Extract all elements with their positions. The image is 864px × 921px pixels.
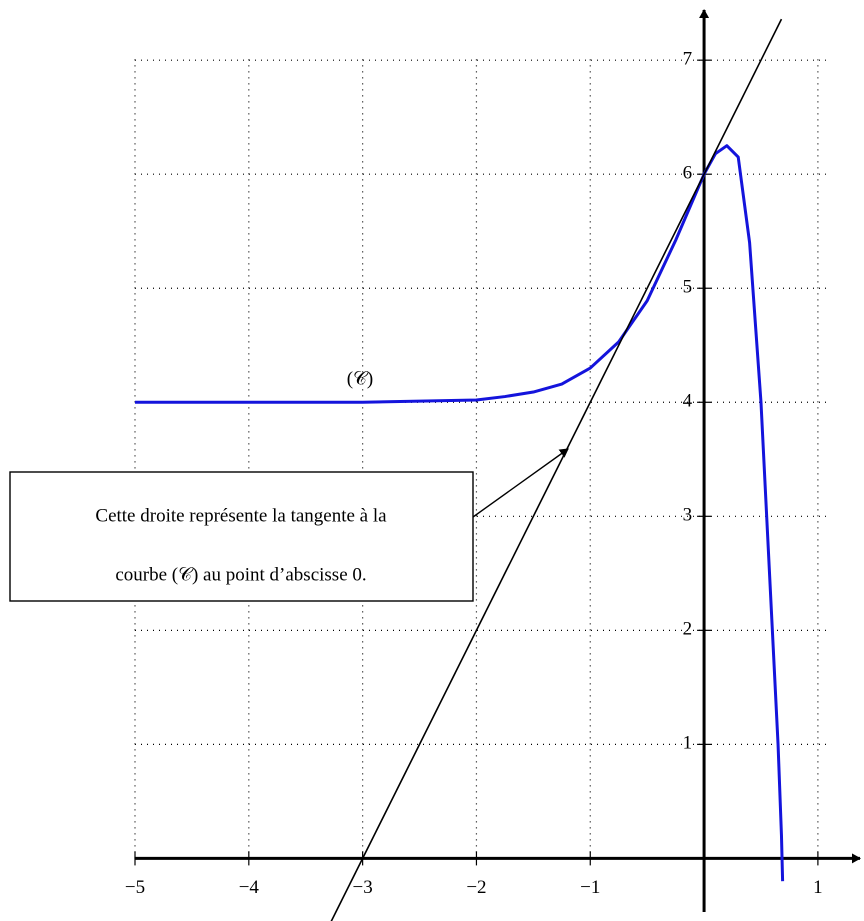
x-tick-label: −1 bbox=[580, 877, 600, 898]
curve bbox=[135, 144, 785, 882]
y-tick-label: 1 bbox=[683, 733, 693, 754]
annotation-arrow bbox=[472, 448, 569, 518]
x-tick-label: −2 bbox=[466, 877, 486, 898]
y-tick-label: 2 bbox=[683, 619, 693, 640]
curve-label: (𝒞) bbox=[347, 368, 374, 389]
y-tick-label: 4 bbox=[683, 391, 693, 412]
x-tick-label: −4 bbox=[239, 877, 260, 898]
annotation-text: courbe (𝒞) au point d’abscisse 0. bbox=[115, 564, 366, 585]
x-tick-label: −3 bbox=[353, 877, 373, 898]
y-tick-label: 6 bbox=[683, 163, 693, 184]
annotation-box bbox=[9, 471, 474, 602]
y-tick-label: 7 bbox=[683, 49, 693, 70]
x-tick-label: −5 bbox=[125, 877, 145, 898]
annotation-text: Cette droite représente la tangente à la bbox=[95, 505, 387, 526]
y-tick-label: 5 bbox=[683, 277, 693, 298]
curve bbox=[330, 18, 783, 921]
y-tick-label: 3 bbox=[683, 505, 693, 526]
x-tick-label: 1 bbox=[813, 877, 823, 898]
